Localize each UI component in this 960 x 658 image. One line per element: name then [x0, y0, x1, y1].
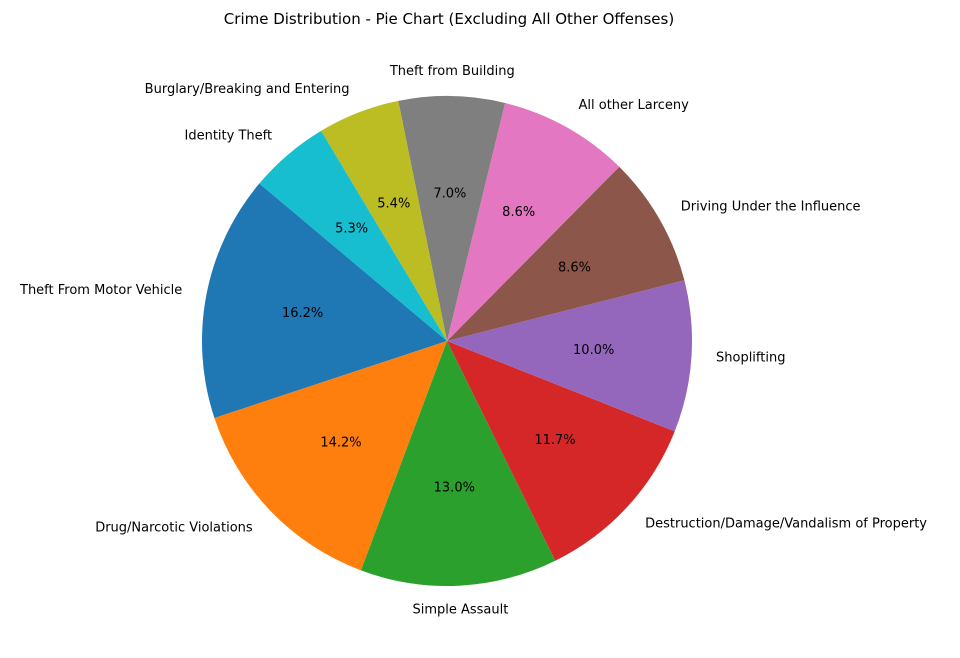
pct-label-identity-theft: 5.3%	[335, 222, 368, 237]
pie-slice-driving-under-the-influence	[447, 166, 685, 341]
pie-slice-identity-theft	[259, 130, 447, 341]
slice-label-burglary-breaking-and-entering: Burglary/Breaking and Entering	[145, 82, 350, 97]
slice-label-all-other-larceny: All other Larceny	[579, 98, 690, 113]
pct-label-destruction-damage-vandalism-of-property: 11.7%	[534, 433, 575, 448]
pie-slice-simple-assault	[360, 341, 556, 586]
pie-slice-all-other-larceny	[447, 102, 620, 342]
slice-label-driving-under-the-influence: Driving Under the Influence	[681, 199, 861, 214]
slice-label-destruction-damage-vandalism-of-property: Destruction/Damage/Vandalism of Property	[645, 516, 927, 531]
pie-labels: 16.2% Theft From Motor Vehicle 14.2% Drug/N…	[19, 64, 927, 618]
pct-label-simple-assault: 13.0%	[434, 480, 475, 495]
pie-slice-burglary-breaking-and-entering	[321, 100, 447, 342]
slice-label-drug-narcotic-violations: Drug/Narcotic Violations	[95, 520, 253, 535]
chart-title: Crime Distribution - Pie Chart (Excludin…	[224, 10, 674, 28]
pct-label-shoplifting: 10.0%	[573, 343, 614, 358]
slice-label-simple-assault: Simple Assault	[412, 603, 508, 618]
slice-label-shoplifting: Shoplifting	[716, 351, 785, 366]
slice-label-identity-theft: Identity Theft	[185, 128, 273, 143]
slice-label-theft-from-motor-vehicle: Theft From Motor Vehicle	[19, 283, 182, 298]
pct-label-burglary-breaking-and-entering: 5.4%	[377, 196, 410, 211]
pct-label-theft-from-motor-vehicle: 16.2%	[282, 306, 323, 321]
pct-label-theft-from-building: 7.0%	[433, 187, 466, 202]
pie-slice-theft-from-motor-vehicle	[202, 183, 447, 419]
pie-slices	[202, 95, 693, 586]
pie-slice-destruction-damage-vandalism-of-property	[447, 341, 675, 561]
pie-slice-theft-from-building	[398, 95, 506, 341]
pct-label-drug-narcotic-violations: 14.2%	[320, 435, 361, 450]
pct-label-all-other-larceny: 8.6%	[502, 205, 535, 220]
pie-slice-shoplifting	[447, 280, 693, 432]
pie-slice-drug-narcotic-violations	[214, 341, 447, 571]
slice-label-theft-from-building: Theft from Building	[389, 64, 515, 79]
pct-label-driving-under-the-influence: 8.6%	[558, 260, 591, 275]
